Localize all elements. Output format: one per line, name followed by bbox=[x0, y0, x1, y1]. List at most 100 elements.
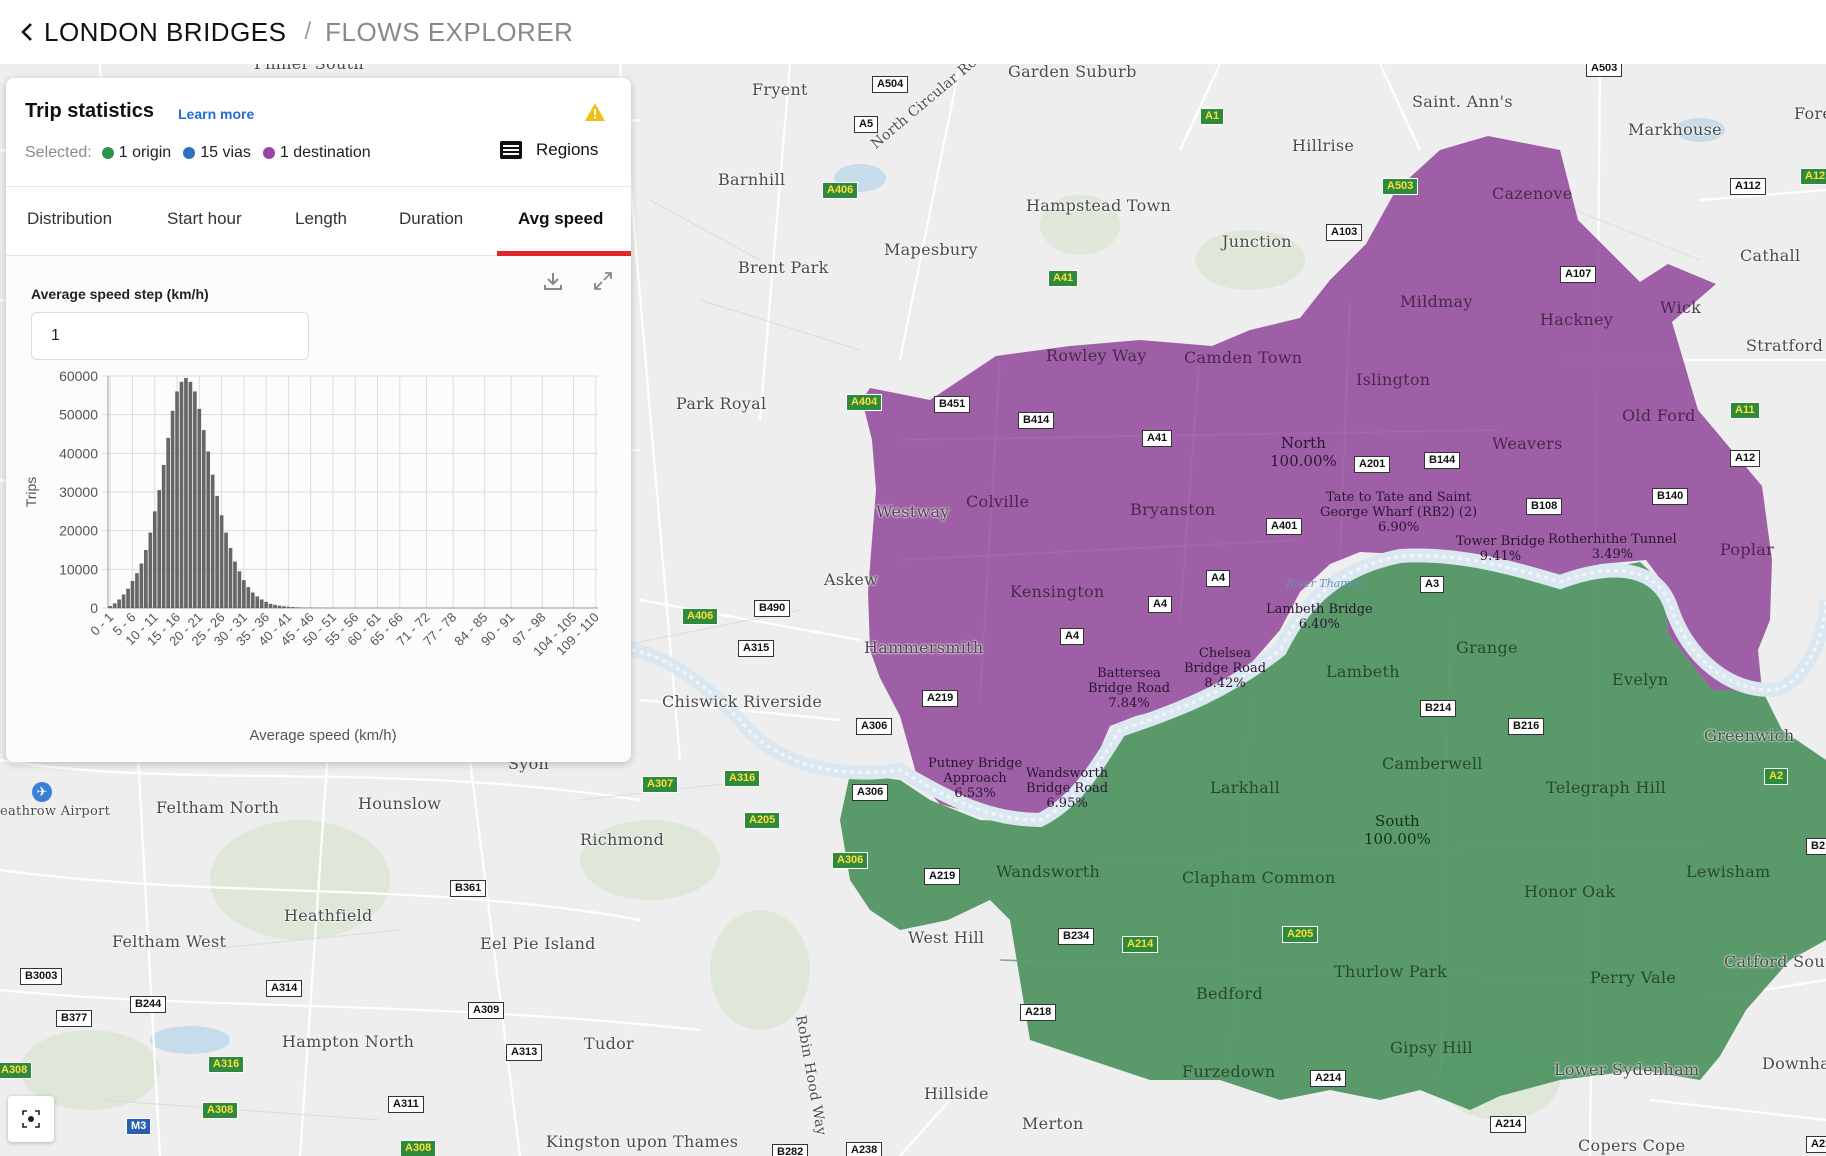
road-shield: A316 bbox=[208, 1056, 245, 1073]
road-shield: A308 bbox=[400, 1140, 437, 1156]
y-tick-label: 60000 bbox=[59, 368, 98, 384]
road-shield: B244 bbox=[130, 996, 167, 1013]
place-label: Bryanston bbox=[1130, 500, 1216, 519]
region-stat-north[interactable]: North 100.00% bbox=[1270, 434, 1337, 470]
stat-line: 100.00% bbox=[1364, 830, 1431, 848]
back-button[interactable] bbox=[20, 22, 34, 42]
place-label: Merton bbox=[1022, 1114, 1084, 1133]
place-label: Wandsworth bbox=[996, 862, 1101, 881]
y-tick-label: 50000 bbox=[59, 407, 98, 423]
place-label: Larkhall bbox=[1210, 778, 1280, 797]
place-label: Lewisham bbox=[1686, 862, 1771, 881]
flow-stat-label[interactable]: Chelsea Bridge Road 8.42% bbox=[1184, 646, 1266, 691]
panel-title: Trip statistics bbox=[25, 100, 154, 122]
speed-step-input[interactable] bbox=[31, 312, 309, 360]
road-shield: B490 bbox=[754, 600, 791, 617]
stat-line: Putney Bridge bbox=[928, 756, 1023, 771]
histogram-bar bbox=[170, 410, 175, 608]
stat-line: 8.42% bbox=[1204, 676, 1246, 691]
road-shield: A11 bbox=[1730, 402, 1760, 419]
app-title[interactable]: LONDON BRIDGES bbox=[44, 16, 287, 47]
place-label: Telegraph Hill bbox=[1546, 778, 1667, 797]
tab-start-hour[interactable]: Start hour bbox=[167, 209, 242, 228]
flow-stat-label[interactable]: Tower Bridge 9.41% bbox=[1456, 534, 1545, 564]
learn-more-link[interactable]: Learn more bbox=[178, 106, 255, 122]
place-label: Heathfield bbox=[284, 906, 373, 925]
expand-icon[interactable] bbox=[592, 270, 614, 292]
road-shield: A103 bbox=[1326, 224, 1363, 241]
road-shield: A316 bbox=[724, 770, 761, 787]
place-label: Lambeth bbox=[1326, 662, 1400, 681]
origin-count-label: 1 origin bbox=[118, 144, 172, 161]
histogram-bar bbox=[215, 495, 219, 608]
road-shield: B414 bbox=[1018, 412, 1055, 429]
flow-stat-label[interactable]: Lambeth Bridge 6.40% bbox=[1266, 602, 1373, 632]
download-icon[interactable] bbox=[542, 270, 564, 292]
tab-avg-speed[interactable]: Avg speed bbox=[518, 209, 604, 228]
regions-list-icon bbox=[500, 141, 522, 159]
place-label: Hackney bbox=[1540, 310, 1614, 329]
regions-button[interactable]: Regions bbox=[500, 140, 598, 160]
road-shield: B214 bbox=[1420, 700, 1457, 717]
river-label: River Thames bbox=[1286, 577, 1363, 590]
histogram-bar bbox=[188, 381, 193, 608]
flow-stat-label[interactable]: Wandsworth Bridge Road 6.95% bbox=[1026, 766, 1108, 811]
stat-line: Bridge Road bbox=[1184, 661, 1267, 676]
y-tick-label: 10000 bbox=[59, 561, 98, 577]
road-shield: A308 bbox=[0, 1062, 33, 1079]
road-shield: A306 bbox=[852, 784, 889, 801]
histogram-bar bbox=[228, 548, 233, 608]
flow-stat-label[interactable]: Rotherhithe Tunnel 3.49% bbox=[1548, 532, 1677, 562]
place-label: Cathall bbox=[1740, 246, 1801, 265]
road-shield: A401 bbox=[1266, 518, 1303, 535]
histogram-bar bbox=[237, 571, 242, 608]
place-label: Greenwich bbox=[1704, 726, 1795, 745]
airport-icon[interactable]: ✈ bbox=[32, 782, 52, 802]
place-label: Lower Sydenham bbox=[1554, 1060, 1700, 1079]
map-canvas[interactable]: Pinner South Fryent Garden Suburb Saint.… bbox=[0, 64, 1826, 1156]
road-shield: A311 bbox=[388, 1096, 424, 1113]
road-shield: B3003 bbox=[20, 968, 63, 985]
flow-stat-label[interactable]: Putney Bridge Approach 6.53% bbox=[928, 756, 1022, 801]
place-label: Furzedown bbox=[1182, 1062, 1276, 1081]
place-label: Camberwell bbox=[1382, 754, 1483, 773]
place-label: Perry Vale bbox=[1590, 968, 1677, 987]
warning-icon[interactable] bbox=[584, 102, 606, 122]
stat-line: Battersea bbox=[1097, 666, 1161, 681]
flow-stat-label[interactable]: Battersea Bridge Road 7.84% bbox=[1088, 666, 1170, 711]
road-shield: B234 bbox=[1058, 928, 1095, 945]
selected-label: Selected: bbox=[25, 144, 92, 161]
road-shield: A12 bbox=[1800, 168, 1826, 185]
place-label: Camden Town bbox=[1184, 348, 1303, 367]
road-shield: B216 bbox=[1508, 718, 1545, 735]
origin-dot-icon bbox=[101, 147, 114, 159]
road-shield: A406 bbox=[822, 182, 859, 199]
tab-duration[interactable]: Duration bbox=[399, 209, 464, 228]
histogram-bar bbox=[139, 563, 144, 608]
histogram-bar bbox=[219, 515, 224, 608]
stat-line: 6.53% bbox=[954, 786, 996, 801]
place-label: Pinner South bbox=[254, 64, 364, 73]
tab-distribution[interactable]: Distribution bbox=[27, 209, 113, 228]
place-label: Bedford bbox=[1196, 984, 1264, 1003]
histogram-bar bbox=[112, 603, 117, 608]
y-tick-label: 40000 bbox=[59, 445, 98, 461]
flow-stat-label[interactable]: Tate to Tate and Saint George Wharf (RB2… bbox=[1320, 490, 1477, 535]
place-label: Kingston upon Thames bbox=[546, 1132, 739, 1151]
road-shield: B144 bbox=[1424, 452, 1461, 469]
histogram-bar bbox=[108, 606, 113, 608]
place-label: Park Royal bbox=[676, 394, 767, 413]
tab-length[interactable]: Length bbox=[295, 209, 347, 228]
trip-statistics-panel: Trip statistics Learn more Selected: 1 o… bbox=[6, 78, 631, 762]
place-label: Forest bbox=[1794, 104, 1826, 123]
region-stat-south[interactable]: South 100.00% bbox=[1364, 812, 1431, 848]
stat-line: Wandsworth bbox=[1026, 766, 1109, 781]
road-shield: A21 bbox=[1806, 1136, 1826, 1153]
top-bar: LONDON BRIDGES / FLOWS EXPLORER bbox=[0, 0, 1826, 64]
regions-label: Regions bbox=[536, 140, 599, 159]
road-shield: A107 bbox=[1560, 266, 1597, 283]
place-label: Saint. Ann's bbox=[1412, 92, 1513, 111]
recenter-button[interactable] bbox=[8, 1096, 54, 1142]
stat-line: Approach bbox=[943, 771, 1007, 786]
